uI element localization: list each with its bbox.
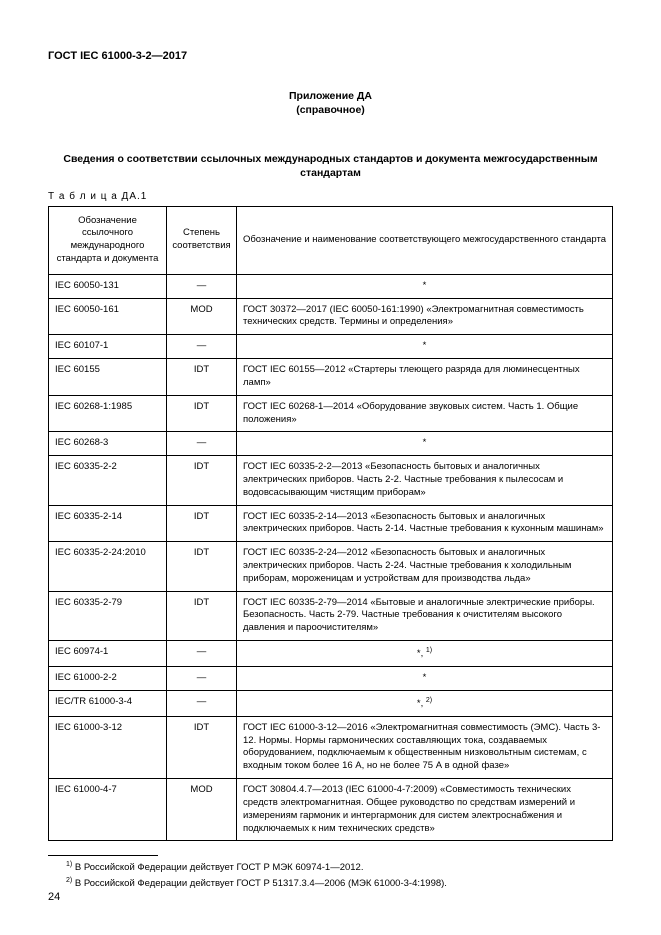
cell-ref: IEC 60335-2-24:2010 — [49, 542, 167, 591]
cell-ref: IEC 60268-1:1985 — [49, 395, 167, 432]
cell-ref: IEC/TR 61000-3-4 — [49, 690, 167, 716]
cell-desc: * — [237, 432, 613, 456]
header-col-1: Обозначение ссылочного международного ст… — [49, 206, 167, 274]
cell-desc: ГОСТ IEC 61000-3-12—2016 «Электромагнитн… — [237, 716, 613, 778]
cell-desc: * — [237, 667, 613, 691]
cell-ref: IEC 60155 — [49, 359, 167, 396]
cell-degree: IDT — [167, 505, 237, 542]
cell-degree: IDT — [167, 542, 237, 591]
footnote-1: 1) В Российской Федерации действует ГОСТ… — [48, 860, 613, 875]
cell-ref: IEC 60268-3 — [49, 432, 167, 456]
cell-ref: IEC 61000-3-12 — [49, 716, 167, 778]
cell-desc: *, 1) — [237, 641, 613, 667]
cell-ref: IEC 60050-161 — [49, 298, 167, 335]
cell-desc: * — [237, 335, 613, 359]
cell-ref: IEC 60050-131 — [49, 274, 167, 298]
section-title: Сведения о соответствии ссылочных междун… — [48, 153, 613, 180]
footnote-2: 2) В Российской Федерации действует ГОСТ… — [48, 876, 613, 891]
cell-degree: MOD — [167, 779, 237, 841]
table-row: IEC 61000-2-2—* — [49, 667, 613, 691]
header-col-2: Степень соответствия — [167, 206, 237, 274]
cell-degree: — — [167, 641, 237, 667]
table-label: Т а б л и ц а ДА.1 — [48, 191, 613, 202]
table-row: IEC 60050-161MODГОСТ 30372—2017 (IEC 600… — [49, 298, 613, 335]
cell-desc: * — [237, 274, 613, 298]
cell-desc: ГОСТ IEC 60335-2-79—2014 «Бытовые и анал… — [237, 591, 613, 640]
cell-degree: IDT — [167, 716, 237, 778]
table-row: IEC 61000-3-12IDTГОСТ IEC 61000-3-12—201… — [49, 716, 613, 778]
cell-desc: ГОСТ 30372—2017 (IEC 60050-161:1990) «Эл… — [237, 298, 613, 335]
page-container: ГОСТ IEC 61000-3-2—2017 Приложение ДА (с… — [0, 0, 661, 935]
cell-desc: *, 2) — [237, 690, 613, 716]
cell-desc: ГОСТ IEC 60268-1—2014 «Оборудование звук… — [237, 395, 613, 432]
table-row: IEC 60268-3—* — [49, 432, 613, 456]
table-row: IEC/TR 61000-3-4—*, 2) — [49, 690, 613, 716]
page-number: 24 — [48, 891, 60, 903]
cell-desc: ГОСТ IEC 60335-2-2—2013 «Безопасность бы… — [237, 456, 613, 505]
table-row: IEC 60335-2-79IDTГОСТ IEC 60335-2-79—201… — [49, 591, 613, 640]
cell-ref: IEC 61000-4-7 — [49, 779, 167, 841]
cell-degree: IDT — [167, 591, 237, 640]
table-row: IEC 60335-2-24:2010IDTГОСТ IEC 60335-2-2… — [49, 542, 613, 591]
cell-degree: — — [167, 335, 237, 359]
cell-ref: IEC 60107-1 — [49, 335, 167, 359]
cell-desc: ГОСТ IEC 60335-2-14—2013 «Безопасность б… — [237, 505, 613, 542]
cell-degree: IDT — [167, 456, 237, 505]
cell-ref: IEC 60335-2-2 — [49, 456, 167, 505]
table-header-row: Обозначение ссылочного международного ст… — [49, 206, 613, 274]
cell-desc: ГОСТ IEC 60155—2012 «Стартеры тлеющего р… — [237, 359, 613, 396]
table-row: IEC 60155IDTГОСТ IEC 60155—2012 «Стартер… — [49, 359, 613, 396]
header-col-3: Обозначение и наименование соответствующ… — [237, 206, 613, 274]
table-row: IEC 60335-2-2IDTГОСТ IEC 60335-2-2—2013 … — [49, 456, 613, 505]
cell-degree: — — [167, 690, 237, 716]
footnotes-block: 1) В Российской Федерации действует ГОСТ… — [48, 855, 613, 891]
table-row: IEC 60335-2-14IDTГОСТ IEC 60335-2-14—201… — [49, 505, 613, 542]
cell-desc: ГОСТ 30804.4.7—2013 (IEC 61000-4-7:2009)… — [237, 779, 613, 841]
footnote-rule — [48, 855, 158, 856]
cell-degree: IDT — [167, 359, 237, 396]
table-row: IEC 60974-1—*, 1) — [49, 641, 613, 667]
annex-line-2: (справочное) — [296, 104, 365, 116]
table-row: IEC 61000-4-7MODГОСТ 30804.4.7—2013 (IEC… — [49, 779, 613, 841]
table-row: IEC 60050-131—* — [49, 274, 613, 298]
cell-degree: MOD — [167, 298, 237, 335]
standards-table: Обозначение ссылочного международного ст… — [48, 206, 613, 842]
cell-ref: IEC 60335-2-14 — [49, 505, 167, 542]
document-id: ГОСТ IEC 61000-3-2—2017 — [48, 50, 613, 62]
annex-heading: Приложение ДА (справочное) — [48, 90, 613, 117]
cell-ref: IEC 61000-2-2 — [49, 667, 167, 691]
cell-degree: — — [167, 432, 237, 456]
annex-line-1: Приложение ДА — [289, 90, 372, 102]
cell-ref: IEC 60974-1 — [49, 641, 167, 667]
cell-ref: IEC 60335-2-79 — [49, 591, 167, 640]
table-row: IEC 60107-1—* — [49, 335, 613, 359]
cell-degree: — — [167, 667, 237, 691]
cell-desc: ГОСТ IEC 60335-2-24—2012 «Безопасность б… — [237, 542, 613, 591]
footnote-1-text: В Российской Федерации действует ГОСТ Р … — [72, 862, 363, 873]
footnote-2-text: В Российской Федерации действует ГОСТ Р … — [72, 878, 447, 889]
cell-degree: IDT — [167, 395, 237, 432]
cell-degree: — — [167, 274, 237, 298]
table-row: IEC 60268-1:1985IDTГОСТ IEC 60268-1—2014… — [49, 395, 613, 432]
